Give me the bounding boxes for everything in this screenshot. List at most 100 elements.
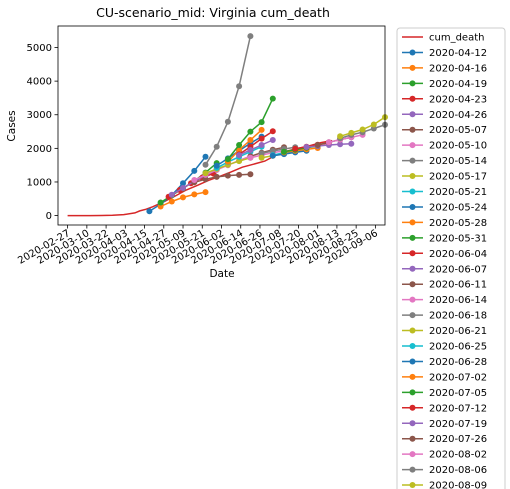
data-point bbox=[269, 148, 276, 154]
y-axis-label: Cases bbox=[6, 110, 18, 141]
legend-item: 2020-08-02 bbox=[402, 450, 487, 461]
legend-label: 2020-08-02 bbox=[429, 450, 487, 461]
data-point bbox=[202, 161, 209, 168]
legend-frame bbox=[396, 27, 506, 489]
data-point bbox=[180, 180, 186, 187]
legend-label: 2020-07-26 bbox=[429, 434, 487, 445]
legend-marker bbox=[409, 250, 416, 257]
data-point bbox=[168, 191, 175, 198]
legend-label: 2020-05-28 bbox=[429, 218, 487, 229]
chart-title: CU-scenario_mid: Virginia cum_death bbox=[96, 5, 330, 20]
legend-marker bbox=[409, 281, 416, 288]
data-point bbox=[202, 170, 209, 177]
legend-marker bbox=[409, 49, 416, 56]
legend-item: 2020-08-06 bbox=[402, 465, 487, 476]
legend-item: 2020-05-10 bbox=[402, 141, 487, 152]
data-point bbox=[236, 158, 243, 165]
data-point bbox=[247, 147, 254, 153]
legend-marker bbox=[409, 64, 416, 71]
legend-marker bbox=[409, 435, 416, 442]
series-line bbox=[250, 146, 285, 158]
data-point bbox=[236, 147, 243, 153]
legend-item: 2020-05-31 bbox=[402, 233, 487, 244]
legend-item: 2020-06-04 bbox=[402, 249, 487, 260]
legend-label: 2020-07-19 bbox=[429, 419, 487, 430]
y-tick-label: 4000 bbox=[27, 77, 52, 88]
data-point bbox=[168, 198, 175, 205]
legend-item: 2020-05-24 bbox=[402, 202, 487, 213]
data-point bbox=[213, 173, 220, 180]
series-line bbox=[238, 130, 274, 156]
data-point bbox=[258, 142, 265, 148]
legend-item: 2020-05-17 bbox=[402, 172, 487, 183]
data-point bbox=[213, 143, 220, 150]
legend-label: 2020-06-28 bbox=[429, 357, 487, 368]
legend-label: 2020-05-21 bbox=[429, 187, 487, 198]
legend-marker bbox=[409, 389, 416, 396]
legend-label: 2020-04-19 bbox=[429, 79, 487, 90]
legend-item: 2020-06-25 bbox=[402, 342, 487, 353]
data-point bbox=[191, 191, 198, 198]
y-axis: 0 1000 2000 3000 4000 5000 bbox=[27, 43, 58, 222]
data-point bbox=[258, 126, 265, 133]
x-axis-label: Date bbox=[209, 268, 234, 280]
data-point bbox=[258, 135, 265, 142]
legend-item: cum_death bbox=[402, 33, 484, 44]
legend-item: 2020-05-07 bbox=[402, 125, 487, 136]
legend-item: 2020-04-26 bbox=[402, 110, 487, 121]
legend-label: 2020-06-21 bbox=[429, 326, 487, 337]
legend-marker bbox=[409, 111, 416, 118]
legend-label: 2020-06-07 bbox=[429, 264, 487, 275]
y-tick-label: 3000 bbox=[27, 110, 52, 121]
data-point bbox=[247, 137, 254, 143]
legend-label: 2020-08-06 bbox=[429, 465, 487, 476]
legend-label: 2020-07-05 bbox=[429, 388, 487, 399]
plot-frame bbox=[57, 25, 386, 226]
legend-label: 2020-04-12 bbox=[429, 48, 487, 59]
legend-item: 2020-07-02 bbox=[402, 372, 487, 383]
legend-marker bbox=[409, 265, 416, 272]
data-point bbox=[236, 83, 243, 90]
legend-item: 2020-07-26 bbox=[402, 434, 487, 445]
legend-marker bbox=[409, 420, 416, 427]
data-point bbox=[224, 118, 231, 125]
data-point bbox=[370, 121, 377, 128]
legend-label: 2020-05-07 bbox=[429, 125, 487, 136]
data-point bbox=[247, 128, 254, 135]
legend-marker bbox=[409, 482, 416, 489]
data-point bbox=[258, 119, 265, 126]
data-point bbox=[348, 129, 355, 136]
legend-label: 2020-04-26 bbox=[429, 110, 487, 121]
legend-marker bbox=[409, 373, 416, 380]
data-point bbox=[303, 144, 310, 150]
series-line bbox=[250, 149, 285, 159]
legend-label: 2020-05-24 bbox=[429, 202, 487, 213]
data-point bbox=[146, 208, 153, 215]
data-point bbox=[224, 156, 231, 163]
data-point bbox=[269, 95, 276, 102]
data-point bbox=[337, 133, 344, 140]
legend-label: 2020-07-12 bbox=[429, 403, 487, 414]
data-point bbox=[180, 194, 186, 201]
legend-item: 2020-06-14 bbox=[402, 295, 487, 306]
plot-area bbox=[67, 33, 388, 217]
data-point bbox=[236, 171, 243, 178]
series-line bbox=[261, 146, 296, 155]
legend-marker bbox=[409, 404, 416, 411]
legend-marker bbox=[409, 142, 416, 149]
legend-label: 2020-05-10 bbox=[429, 141, 487, 152]
legend-marker bbox=[409, 126, 416, 133]
legend-item: 2020-06-11 bbox=[402, 280, 487, 291]
data-point bbox=[258, 154, 265, 161]
y-tick-label: 5000 bbox=[27, 43, 52, 54]
legend-item: 2020-04-16 bbox=[402, 63, 487, 74]
data-point bbox=[269, 152, 276, 159]
legend-label: 2020-05-17 bbox=[429, 172, 487, 183]
data-point bbox=[314, 142, 321, 148]
data-point bbox=[224, 172, 231, 179]
legend-marker bbox=[409, 157, 416, 164]
legend-label: cum_death bbox=[429, 33, 484, 44]
series-line bbox=[272, 149, 307, 157]
data-point bbox=[213, 162, 220, 169]
